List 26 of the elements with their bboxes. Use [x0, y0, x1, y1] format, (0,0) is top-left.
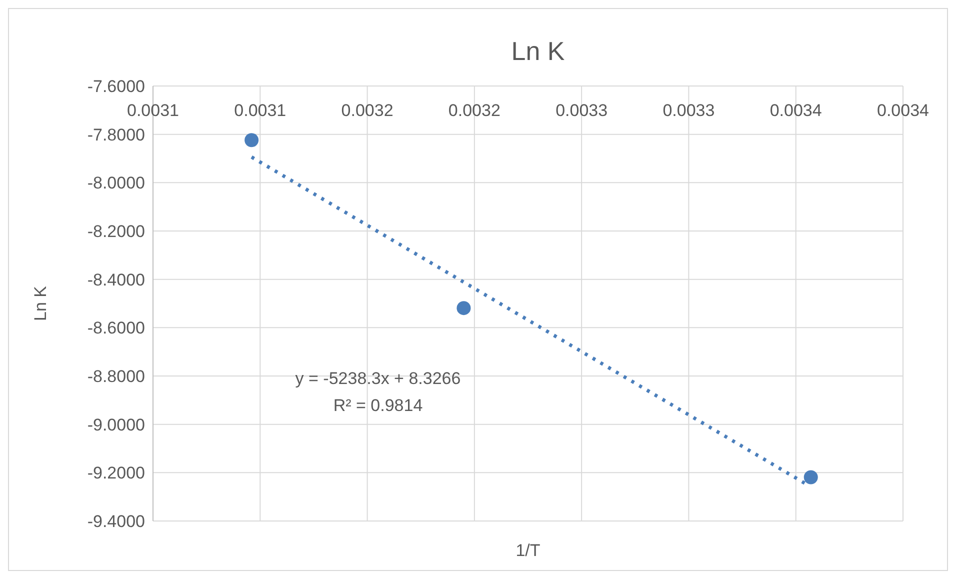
y-tick-label: -7.6000	[87, 76, 145, 96]
x-tick-label: 0.0031	[127, 101, 179, 120]
x-tick-label: 0.0034	[877, 101, 929, 120]
x-axis-title: 1/T	[516, 541, 540, 560]
point	[456, 301, 471, 316]
x-tick-label: 0.0033	[556, 101, 608, 120]
y-tick-label: -9.4000	[87, 512, 145, 531]
y-tick-label: -8.6000	[87, 318, 145, 338]
annotation: R² = 0.9814	[333, 396, 423, 415]
x-tick-label: 0.0033	[662, 101, 715, 120]
x-tick-label: 0.0034	[770, 101, 822, 120]
y-tick-label: -7.8000	[87, 125, 145, 144]
x-tick-label: 0.0032	[341, 101, 394, 120]
y-tick-label: -8.8000	[87, 366, 145, 386]
x-tick-label: 0.0032	[448, 101, 500, 120]
x-tick-label: 0.0031	[234, 101, 286, 120]
y-axis-title: Ln K	[31, 285, 50, 321]
y-tick-label: -8.0000	[87, 174, 145, 193]
y-tick-label: -9.2000	[87, 464, 145, 483]
y-tick-label: -8.4000	[87, 270, 145, 290]
chart-title: Ln K	[511, 36, 566, 66]
point	[804, 470, 818, 484]
point	[244, 133, 259, 148]
y-tick-label: -9.0000	[87, 415, 145, 434]
y-tick-label: -8.2000	[87, 222, 145, 241]
annotation: y = -5238.3x + 8.3266	[295, 369, 461, 388]
